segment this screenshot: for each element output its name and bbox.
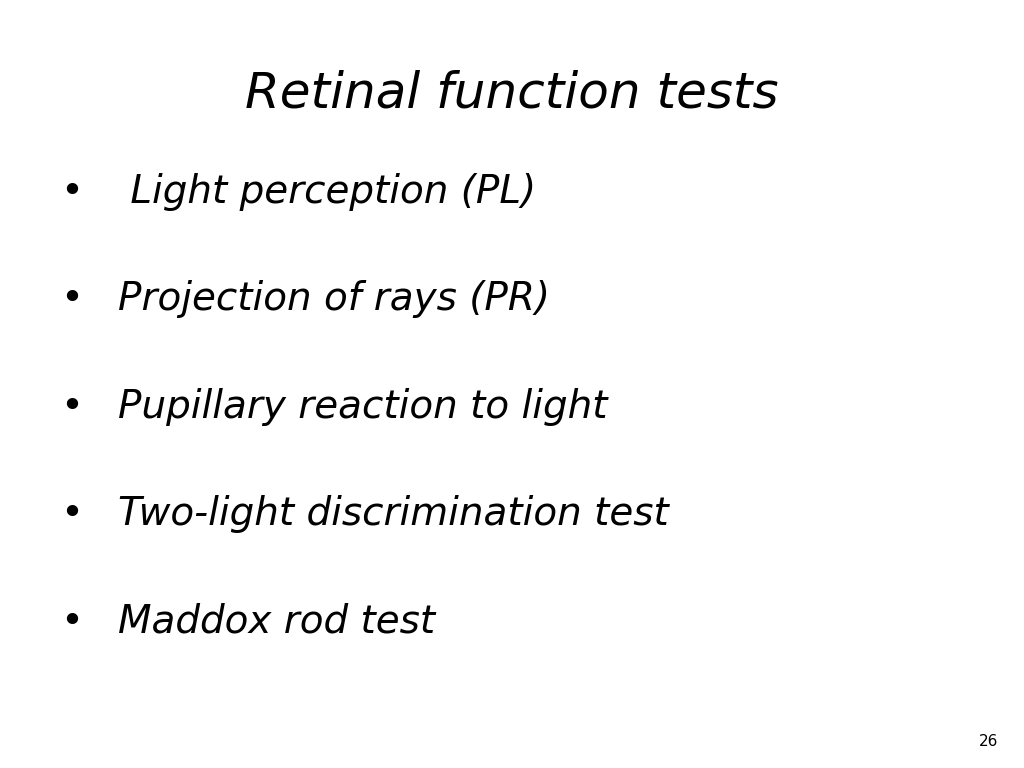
Text: Projection of rays (PR): Projection of rays (PR) <box>118 280 550 318</box>
Text: •: • <box>60 388 83 425</box>
Text: Two-light discrimination test: Two-light discrimination test <box>118 495 669 533</box>
Text: Pupillary reaction to light: Pupillary reaction to light <box>118 388 607 425</box>
Text: •: • <box>60 495 83 533</box>
Text: 26: 26 <box>979 733 998 749</box>
Text: •: • <box>60 603 83 641</box>
Text: •: • <box>60 280 83 318</box>
Text: Retinal function tests: Retinal function tests <box>246 69 778 118</box>
Text: Light perception (PL): Light perception (PL) <box>118 173 536 210</box>
Text: Maddox rod test: Maddox rod test <box>118 603 435 641</box>
Text: •: • <box>60 173 83 210</box>
